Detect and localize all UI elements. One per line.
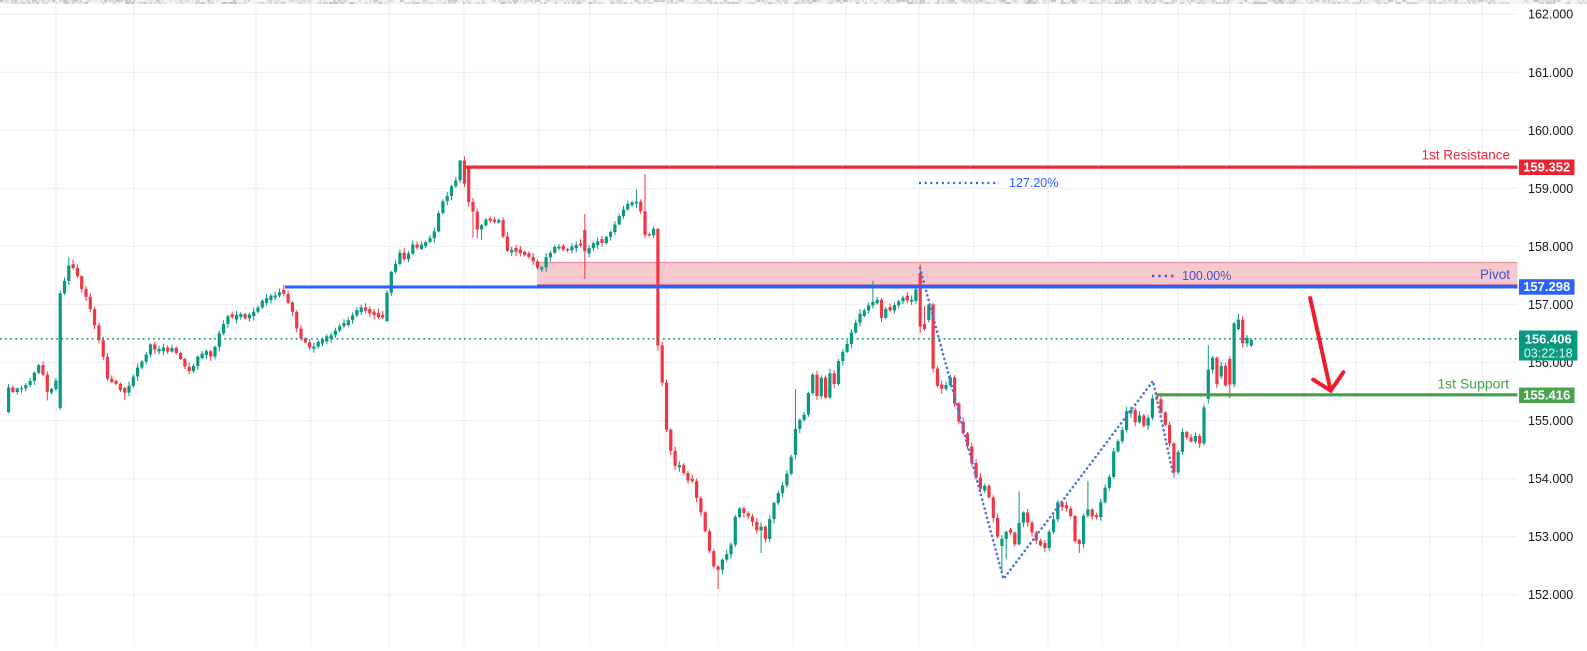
svg-text:157.298: 157.298 <box>1523 279 1570 294</box>
svg-text:159.352: 159.352 <box>1523 160 1570 175</box>
svg-text:155.000: 155.000 <box>1528 414 1573 428</box>
svg-text:160.000: 160.000 <box>1528 124 1573 138</box>
svg-text:161.000: 161.000 <box>1528 66 1573 80</box>
svg-text:127.20%: 127.20% <box>1009 176 1058 190</box>
svg-text:152.000: 152.000 <box>1528 588 1573 602</box>
svg-text:162.000: 162.000 <box>1528 8 1573 22</box>
svg-text:158.000: 158.000 <box>1528 240 1573 254</box>
svg-text:153.000: 153.000 <box>1528 530 1573 544</box>
svg-text:159.000: 159.000 <box>1528 182 1573 196</box>
svg-text:154.000: 154.000 <box>1528 472 1573 486</box>
svg-text:1st Support: 1st Support <box>1437 376 1509 392</box>
svg-text:1st Resistance: 1st Resistance <box>1421 148 1510 163</box>
svg-text:157.000: 157.000 <box>1528 298 1573 312</box>
svg-text:03:22:18: 03:22:18 <box>1524 347 1573 361</box>
svg-text:156.406: 156.406 <box>1525 332 1572 347</box>
svg-text:Pivot: Pivot <box>1480 267 1510 282</box>
svg-text:100.00%: 100.00% <box>1182 269 1231 283</box>
svg-text:155.416: 155.416 <box>1523 388 1570 403</box>
